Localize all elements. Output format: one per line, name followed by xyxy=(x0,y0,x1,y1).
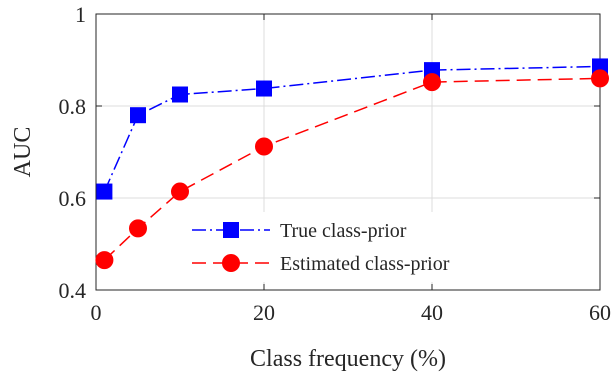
ticks: 0 20 40 60 0.4 0.6 0.8 1 xyxy=(59,2,612,325)
data-point-estimated-class-prior xyxy=(591,69,609,88)
data-point-true-class-prior xyxy=(96,183,113,200)
legend: True class-prior Estimated class-prior xyxy=(186,212,506,282)
legend-marker-shape xyxy=(222,254,240,272)
x-tick-label: 20 xyxy=(253,300,275,325)
x-tick-label: 40 xyxy=(421,300,443,325)
legend-marker-shape xyxy=(223,222,239,238)
series-estimated-class-prior xyxy=(95,69,609,270)
y-tick-label: 0.8 xyxy=(59,94,87,119)
legend-marker-true-class-prior xyxy=(223,222,239,238)
y-tick-label: 0.4 xyxy=(59,278,87,303)
data-point-true-class-prior xyxy=(256,80,272,97)
legend-box xyxy=(186,212,506,282)
data-point-estimated-class-prior xyxy=(171,182,189,201)
legend-entry-true-class-prior: True class-prior xyxy=(280,220,407,242)
series-line-estimated-class-prior xyxy=(103,77,601,261)
y-axis-label: AUC xyxy=(10,127,36,178)
y-tick-label: 1 xyxy=(75,2,86,27)
data-point-true-class-prior xyxy=(130,107,146,124)
data-point-estimated-class-prior xyxy=(255,137,273,156)
legend-entry-estimated-class-prior: Estimated class-prior xyxy=(280,253,450,275)
series-line-true-class-prior xyxy=(103,65,601,192)
series-layer xyxy=(95,58,609,270)
data-point-estimated-class-prior xyxy=(129,219,147,238)
y-tick-label: 0.6 xyxy=(59,186,87,211)
series-true-class-prior xyxy=(96,58,608,200)
x-axis-label: Class frequency (%) xyxy=(250,346,446,372)
x-tick-label: 60 xyxy=(589,300,611,325)
x-tick-label: 0 xyxy=(91,300,102,325)
data-point-estimated-class-prior xyxy=(95,251,114,270)
plot-frame xyxy=(95,13,601,291)
data-point-true-class-prior xyxy=(172,86,188,103)
legend-marker-estimated-class-prior xyxy=(222,254,240,272)
data-point-estimated-class-prior xyxy=(423,73,441,92)
